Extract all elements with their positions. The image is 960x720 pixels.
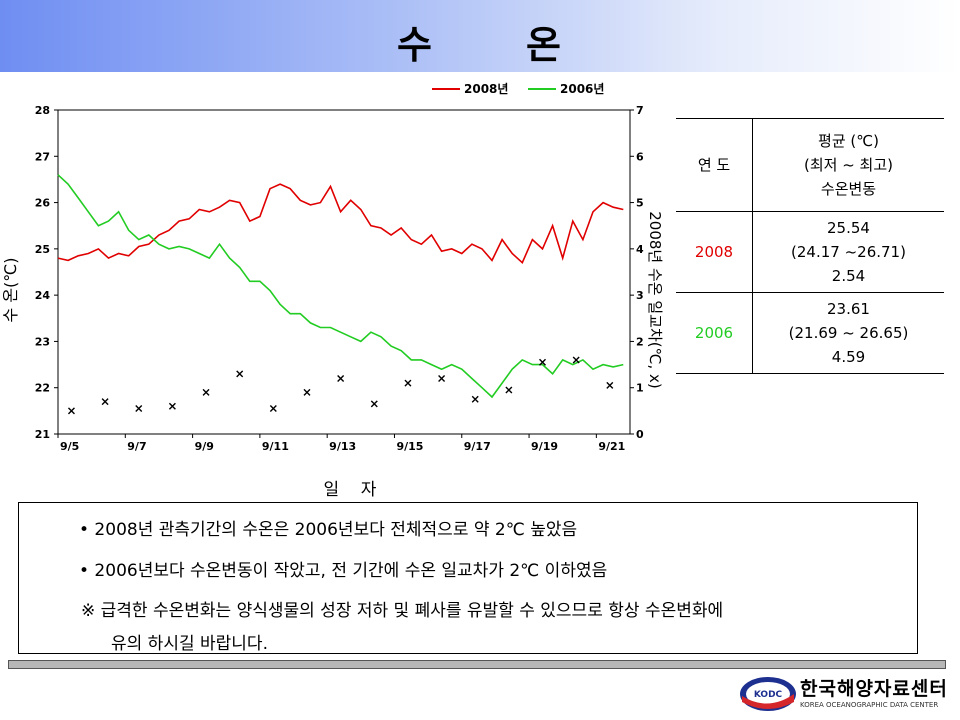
daily-range-point	[471, 395, 479, 403]
daily-range-point	[337, 374, 345, 382]
y-tick-label: 27	[35, 150, 50, 163]
y2-tick-label: 0	[636, 428, 644, 441]
year-cell-2008: 2008	[676, 211, 753, 293]
range-2008: (24.17 ~26.71)	[791, 243, 906, 261]
daily-range-point	[168, 402, 176, 410]
header-band	[0, 0, 960, 72]
avg-2008: 25.54	[827, 219, 870, 237]
legend-label-2008: 2008년	[464, 82, 508, 96]
y2-axis-label: 2008년 수온 일교차(℃, x)	[646, 211, 664, 388]
stats-header-line1: 평균 (℃)	[818, 132, 879, 150]
chart-legend: 2008년 2006년	[432, 82, 604, 96]
x-tick-label: 9/17	[464, 440, 491, 453]
logo-english: KOREA OCEANOGRAPHIC DATA CENTER	[800, 701, 939, 709]
daily-range-point	[404, 379, 412, 387]
x-tick-label: 9/11	[262, 440, 289, 453]
kodc-badge-text: KODC	[754, 690, 783, 700]
y-tick-label: 25	[35, 243, 50, 256]
daily-range-point	[539, 358, 547, 366]
series-line-2008년	[57, 183, 624, 265]
summary-bullet-2: • 2006년보다 수온변동이 작았고, 전 기간에 수온 일교차가 2℃ 이하…	[79, 561, 608, 581]
x-tick-label: 9/5	[60, 440, 79, 453]
daily-range-point	[572, 356, 580, 364]
page-title-part2: 온	[526, 23, 563, 67]
year-cell-2006: 2006	[676, 292, 753, 374]
stats-header-line2: (최저 ~ 최고)	[803, 156, 893, 174]
year-header: 연 도	[676, 118, 753, 212]
daily-range-point	[606, 381, 614, 389]
daily-range-point	[505, 386, 513, 394]
daily-range-point	[269, 405, 277, 413]
x-tick-label: 9/13	[329, 440, 356, 453]
y-axis-label: 수 온(℃)	[1, 258, 20, 323]
kodc-emblem-icon: KODC	[740, 677, 796, 711]
y2-tick-label: 7	[636, 104, 644, 117]
y-tick-label: 21	[35, 428, 50, 441]
x-axis-label: 일 자	[324, 480, 377, 500]
warning-line-1: ※ 급격한 수온변화는 양식생물의 성장 저하 및 폐사를 유발할 수 있으므로…	[81, 601, 724, 621]
stats-cell-2006: 23.61 (21.69 ~ 26.65) 4.59	[752, 292, 944, 374]
y2-tick-label: 1	[636, 382, 644, 395]
x-tick-label: 9/15	[396, 440, 423, 453]
variation-2006: 4.59	[831, 348, 866, 366]
stats-header-line3: 수온변동	[820, 180, 877, 198]
footer-bar	[8, 660, 946, 669]
y-axis-left: 21 22 23 24 25 26 27 28	[35, 104, 58, 441]
logo-korean: 한국해양자료센터	[800, 678, 948, 700]
stats-row-2008: 2008 25.54 (24.17 ~26.71) 2.54	[676, 211, 944, 293]
stats-header: 평균 (℃) (최저 ~ 최고) 수온변동	[752, 118, 944, 212]
stats-cell-2008: 25.54 (24.17 ~26.71) 2.54	[752, 211, 944, 293]
y-tick-label: 23	[35, 335, 50, 348]
y-tick-label: 22	[35, 382, 50, 395]
y-tick-label: 24	[35, 289, 51, 302]
x-tick-label: 9/9	[195, 440, 214, 453]
daily-range-point	[303, 388, 311, 396]
summary-note-box: • 2008년 관측기간의 수온은 2006년보다 전체적으로 약 2℃ 높았음…	[18, 502, 918, 654]
variation-2008: 2.54	[831, 267, 866, 285]
stats-header-row: 연 도 평균 (℃) (최저 ~ 최고) 수온변동	[676, 118, 944, 212]
y2-tick-label: 6	[636, 150, 644, 163]
y-tick-label: 26	[35, 197, 51, 210]
series-line-2006년	[57, 174, 624, 399]
kodc-logo: KODC 한국해양자료센터 KOREA OCEANOGRAPHIC DATA C…	[738, 672, 948, 716]
range-2006: (21.69 ~ 26.65)	[788, 324, 909, 342]
daily-range-point	[370, 400, 378, 408]
stats-row-2006: 2006 23.61 (21.69 ~ 26.65) 4.59	[676, 292, 944, 374]
y2-tick-label: 5	[636, 197, 644, 210]
daily-range-point	[135, 405, 143, 413]
summary-bullet-1: • 2008년 관측기간의 수온은 2006년보다 전체적으로 약 2℃ 높았음	[79, 520, 578, 540]
y-axis-right: 0 1 2 3 4 5 6 7	[630, 104, 644, 441]
stats-table: 연 도 평균 (℃) (최저 ~ 최고) 수온변동 2008 25.54 (24…	[676, 118, 944, 374]
daily-range-point	[438, 374, 446, 382]
page-title-part1: 수	[397, 23, 434, 67]
daily-range-point	[236, 370, 244, 378]
x-tick-label: 9/21	[598, 440, 625, 453]
x-tick-label: 9/19	[531, 440, 558, 453]
x-axis: 9/5 9/7 9/9 9/11 9/13 9/15 9/17 9/19 9/21	[57, 434, 625, 453]
x-tick-label: 9/7	[127, 440, 146, 453]
warning-line-2: 유의 하시길 바랍니다.	[111, 634, 268, 654]
y2-tick-label: 4	[636, 243, 644, 256]
y2-tick-label: 2	[636, 335, 644, 348]
y2-tick-label: 3	[636, 289, 644, 302]
daily-range-point	[67, 407, 75, 415]
legend-label-2006: 2006년	[560, 82, 604, 96]
avg-2006: 23.61	[827, 300, 870, 318]
daily-range-point	[101, 398, 109, 406]
y-tick-label: 28	[35, 104, 50, 117]
plot-area	[57, 109, 631, 435]
daily-range-point	[202, 388, 210, 396]
